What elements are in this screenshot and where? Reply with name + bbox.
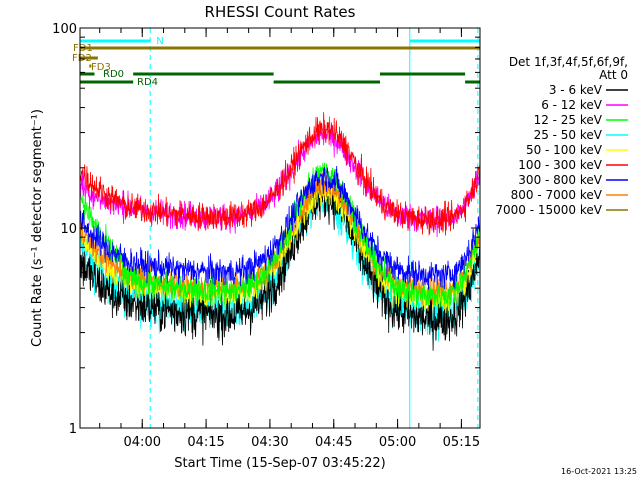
legend-entry-label: 3 - 6 keV (549, 83, 603, 97)
footer-timestamp: 16-Oct-2021 13:25 (561, 467, 637, 476)
legend-entry-label: 7000 - 15000 keV (495, 203, 602, 217)
flag-label-fd3: FD3 (91, 62, 111, 73)
legend-header-line: Att 0 (599, 68, 628, 82)
series-line-300-800-kev (79, 165, 481, 290)
legend-entry-label: 100 - 300 keV (518, 158, 602, 172)
x-tick-label: 05:00 (379, 435, 416, 450)
y-axis: 1 10 100 (52, 22, 480, 437)
flag-label-fd1: FD1 (73, 43, 93, 54)
x-tick-label: 04:00 (124, 435, 161, 450)
flag-label-rd0: RD0 (103, 69, 124, 80)
legend-entry-label: 6 - 12 keV (541, 98, 603, 112)
y-tick-label: 10 (60, 222, 77, 237)
legend-entry-label: 800 - 7000 keV (511, 188, 603, 202)
x-axis: 04:00 04:15 04:30 04:45 05:00 05:15 (99, 28, 480, 450)
x-tick-label: 04:15 (187, 435, 224, 450)
legend-entry-label: 300 - 800 keV (518, 173, 602, 187)
legend-entry-label: 50 - 100 keV (526, 143, 603, 157)
legend-header-line: Det 1f,3f,4f,5f,6f,9f, (509, 55, 628, 69)
flag-label-rd4: RD4 (137, 77, 158, 88)
y-tick-label: 100 (52, 22, 77, 37)
y-tick-label: 1 (69, 422, 77, 437)
y-axis-label: Count Rate (s⁻¹ detector segment⁻¹) (30, 109, 45, 347)
chart-title: RHESSI Count Rates (205, 3, 356, 21)
series-line-100-300-kev (79, 112, 481, 236)
x-tick-label: 05:15 (443, 435, 480, 450)
legend-entry-label: 12 - 25 keV (534, 113, 603, 127)
flag-label-n: N (156, 36, 163, 47)
x-axis-label: Start Time (15-Sep-07 03:45:22) (174, 456, 385, 471)
x-tick-label: 04:30 (251, 435, 288, 450)
legend-entry-label: 25 - 50 keV (534, 128, 603, 142)
series-lines (79, 112, 481, 351)
x-tick-label: 04:45 (315, 435, 352, 450)
